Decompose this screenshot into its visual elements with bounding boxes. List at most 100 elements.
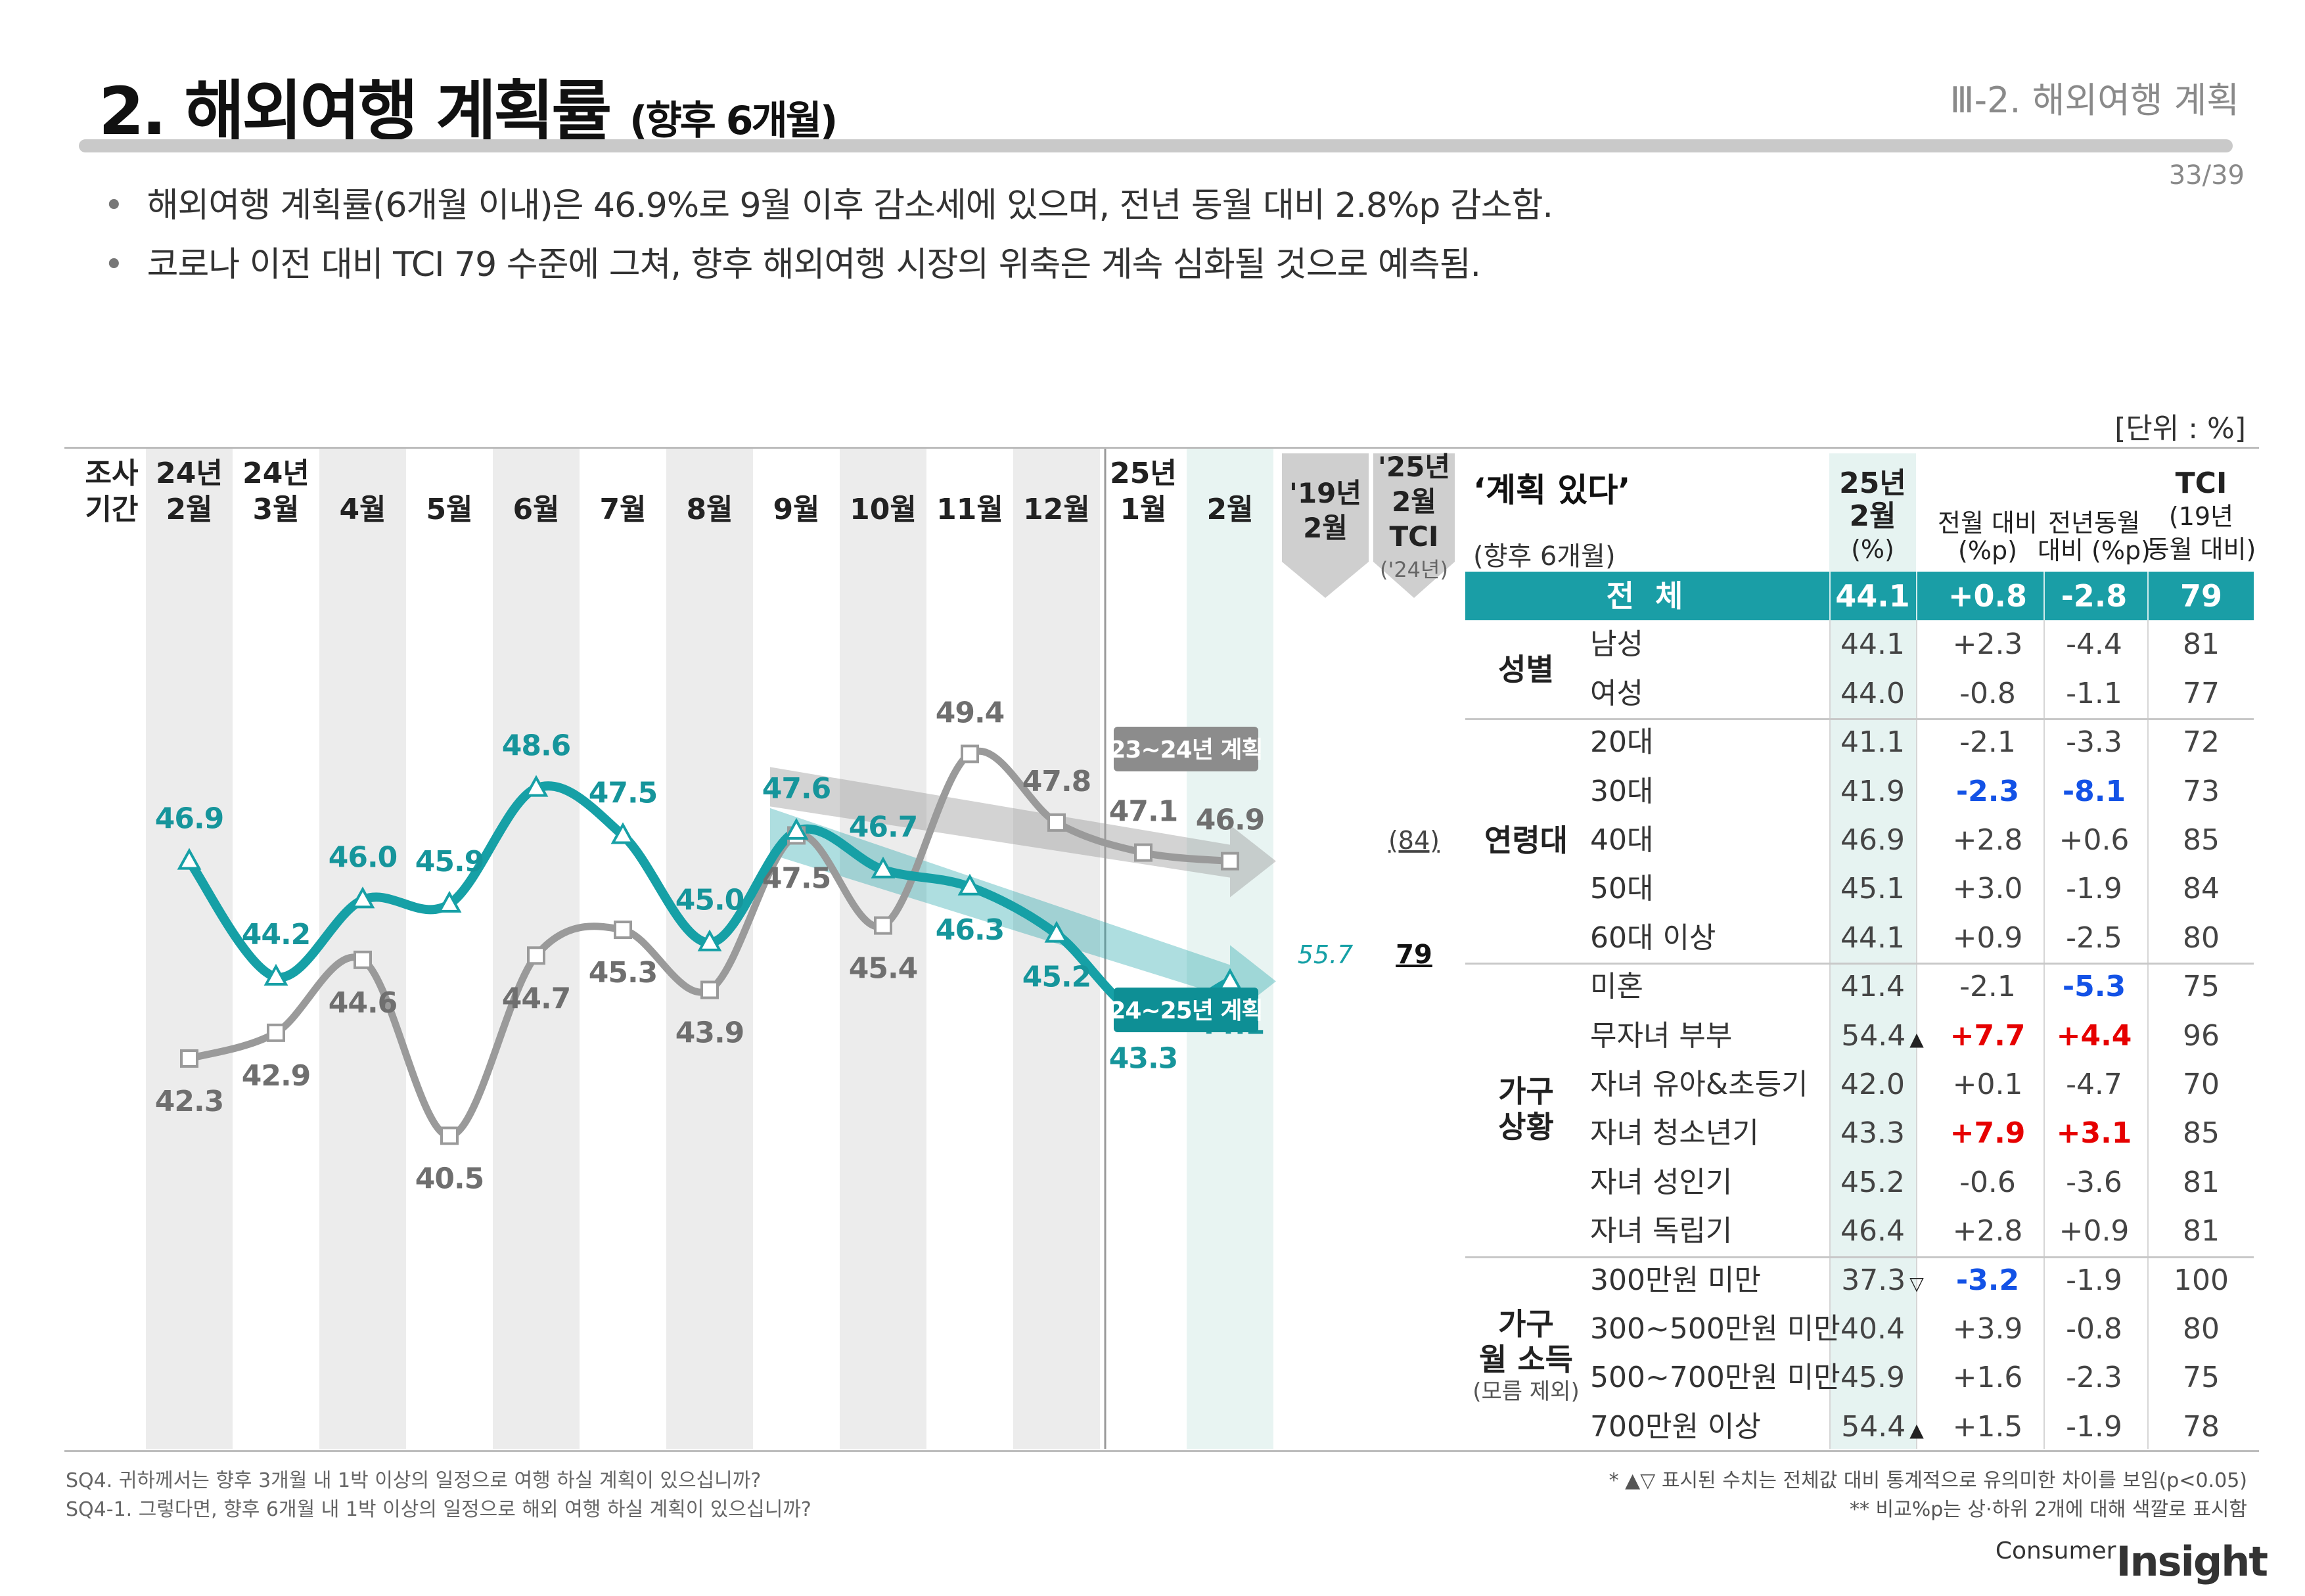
row-value: -0.8 bbox=[1959, 676, 2016, 710]
column-header: (%p) bbox=[1958, 536, 2017, 565]
title-rule bbox=[79, 139, 2233, 152]
title-main: 2. 해외여행 계획률 bbox=[99, 73, 612, 150]
column-header: 전년동월 bbox=[2048, 509, 2140, 537]
row-value: -2.5 bbox=[2066, 921, 2122, 955]
total-row-value: 44.1 bbox=[1835, 578, 1910, 614]
column-band bbox=[319, 449, 406, 1449]
x-tick-label: 9월 bbox=[773, 493, 819, 526]
row-value: +7.9 bbox=[1950, 1116, 2026, 1151]
row-value: -0.6 bbox=[1959, 1165, 2016, 1199]
series-point-24-25 bbox=[871, 856, 896, 878]
footnote-sig: * ▲▽ 표시된 수치는 전체값 대비 통계적으로 유의미한 차이를 보임(p<… bbox=[1609, 1469, 2247, 1492]
table-subtitle: (향후 6개월) bbox=[1473, 541, 1616, 572]
column-band bbox=[1013, 449, 1100, 1449]
series-point-23-24 bbox=[614, 921, 632, 940]
row-value: +0.6 bbox=[2059, 823, 2130, 857]
group-label: 상황 bbox=[1498, 1109, 1554, 1145]
row-label: 여성 bbox=[1590, 676, 1643, 710]
page-number: 33/39 bbox=[2168, 160, 2245, 191]
brand-logo: ConsumerInsight bbox=[1995, 1538, 2268, 1585]
row-value: -3.2 bbox=[1955, 1263, 2020, 1297]
series-point-23-24 bbox=[267, 1023, 285, 1042]
series-point-24-25 bbox=[957, 873, 982, 896]
column-header: 전월 대비 bbox=[1938, 509, 2038, 537]
group-note: (모름 제외) bbox=[1472, 1378, 1580, 1405]
column-header: TCI bbox=[2175, 467, 2227, 500]
series-point-24-25 bbox=[610, 822, 635, 844]
row-label: 20대 bbox=[1590, 725, 1654, 760]
column-header: 25년 bbox=[1839, 467, 1906, 500]
legend-label-23-24: 23~24년 계획 bbox=[1109, 737, 1262, 764]
tci-header-line1: '25년 bbox=[1378, 451, 1450, 483]
x-tick-label: 10월 bbox=[850, 493, 917, 526]
data-label-24-25: 47.5 bbox=[589, 776, 658, 809]
total-row-divider bbox=[2147, 572, 2149, 621]
row-value: 45.1 bbox=[1840, 872, 1905, 906]
data-label-24-25: 45.0 bbox=[675, 884, 744, 917]
data-label-24-25: 46.9 bbox=[155, 802, 224, 836]
data-label-24-25: 46.7 bbox=[849, 811, 918, 844]
x-tick-label-year: 24년 bbox=[242, 457, 309, 490]
x-tick-label: 11월 bbox=[936, 493, 1003, 526]
row-value: -2.1 bbox=[1959, 970, 2016, 1004]
data-label-24-25: 48.6 bbox=[502, 729, 571, 763]
data-label-24-25: 45.9 bbox=[415, 845, 484, 878]
column-band bbox=[840, 449, 926, 1449]
group-divider bbox=[1465, 718, 2254, 721]
data-label-24-25: 46.0 bbox=[329, 840, 398, 874]
row-label: 무자녀 부부 bbox=[1590, 1018, 1733, 1053]
series-point-24-25 bbox=[350, 886, 375, 909]
bullet-2: • 코로나 이전 대비 TCI 79 수준에 그쳐, 향후 해외여행 시장의 위축… bbox=[104, 245, 1481, 285]
row-value: +3.0 bbox=[1952, 872, 2023, 906]
row-value: 37.3 ▽ bbox=[1841, 1263, 1924, 1297]
total-row-bg bbox=[1465, 572, 2254, 621]
row-value: 44.0 bbox=[1840, 676, 1905, 710]
row-value: +3.9 bbox=[1952, 1312, 2023, 1346]
x-tick-label-year: 25년 bbox=[1110, 457, 1177, 490]
row-label: 300~500만원 미만 bbox=[1590, 1312, 1840, 1346]
significant-up-icon: ▲ bbox=[1909, 1028, 1924, 1050]
data-label-23-24: 43.9 bbox=[675, 1016, 744, 1050]
series-point-23-24 bbox=[1134, 843, 1152, 862]
x-tick-label: 8월 bbox=[686, 493, 733, 526]
logo-consumer: Consumer bbox=[1995, 1538, 2116, 1564]
footnote-q1: SQ4. 귀하께서는 향후 3개월 내 1박 이상의 일정으로 여행 하실 계획… bbox=[66, 1469, 762, 1492]
row-value: 81 bbox=[2183, 627, 2220, 662]
group-label: 가구 bbox=[1498, 1306, 1554, 1342]
row-value: +0.1 bbox=[1952, 1068, 2023, 1101]
column-divider bbox=[1829, 620, 1831, 1449]
total-row-divider bbox=[2043, 572, 2045, 621]
column-header: 2월 bbox=[1849, 499, 1896, 533]
legend-label-24-25: 24~25년 계획 bbox=[1109, 997, 1262, 1024]
series-point-23-24 bbox=[1047, 813, 1066, 832]
row-value: 54.4 ▲ bbox=[1841, 1409, 1924, 1444]
x-tick-label: 4월 bbox=[339, 493, 386, 526]
series-point-23-24 bbox=[354, 950, 372, 969]
x-tick-label: 7월 bbox=[599, 493, 646, 526]
row-value: 45.9 bbox=[1840, 1361, 1905, 1395]
x-tick-label: 2월 bbox=[166, 493, 212, 526]
row-value: +2.3 bbox=[1952, 627, 2023, 662]
row-value: +2.8 bbox=[1952, 823, 2023, 857]
total-row-divider bbox=[1916, 572, 1917, 621]
column-header: (19년 bbox=[2168, 502, 2234, 531]
top-divider bbox=[64, 447, 2259, 449]
data-label-23-24: 42.3 bbox=[155, 1085, 224, 1118]
series-point-24-25 bbox=[784, 817, 809, 840]
row-label: 자녀 성인기 bbox=[1590, 1165, 1733, 1199]
row-value: 70 bbox=[2183, 1068, 2220, 1101]
trend-arrow-23-24 bbox=[770, 767, 1276, 898]
row-value: 77 bbox=[2183, 676, 2220, 710]
row-value: 43.3 bbox=[1840, 1116, 1905, 1151]
tci-header-line2: 2월 bbox=[1392, 486, 1436, 518]
row-value: 73 bbox=[2183, 774, 2220, 808]
data-label-23-24: 42.9 bbox=[242, 1059, 311, 1093]
data-label-24-25: 47.6 bbox=[762, 772, 831, 806]
series-point-24-25 bbox=[524, 775, 549, 797]
group-label: 성별 bbox=[1498, 651, 1554, 687]
tci-header-bg bbox=[1373, 453, 1455, 598]
row-value: -2.3 bbox=[2066, 1361, 2122, 1395]
data-label-23-24: 47.1 bbox=[1109, 795, 1178, 829]
x-tick-label: 5월 bbox=[426, 493, 472, 526]
